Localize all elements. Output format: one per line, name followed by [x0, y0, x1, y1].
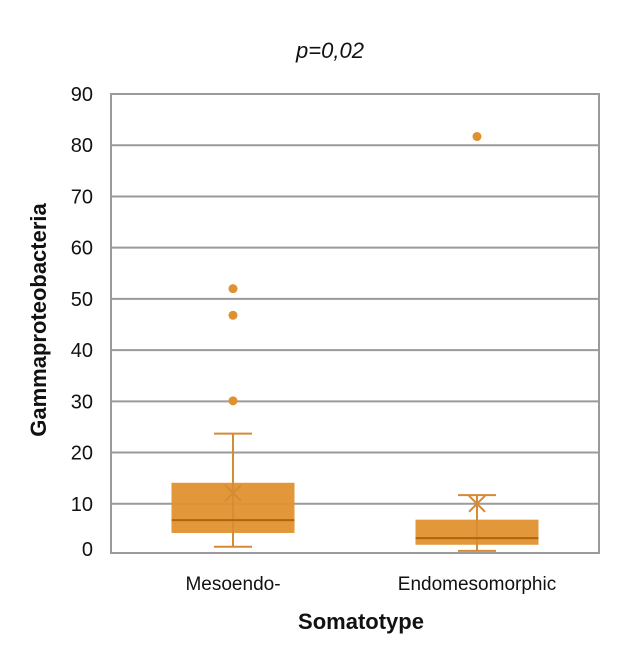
y-tick-label: 0: [82, 539, 93, 561]
x-axis-label: Somatotype: [298, 609, 424, 634]
y-tick-label: 60: [71, 238, 93, 260]
outlier-point: [228, 310, 238, 320]
y-tick-label: 40: [71, 340, 93, 362]
mean-marker: [468, 495, 486, 513]
plot-area-border: [110, 93, 600, 554]
y-tick-label: 90: [71, 84, 93, 106]
category-label: Endomesomorphic: [398, 574, 556, 595]
category-label: Mesoendo-: [185, 574, 280, 595]
y-tick-label: 10: [71, 494, 93, 516]
x-tick-labels: Mesoendo- Endomesomorphic: [185, 574, 556, 595]
gridlines: [110, 93, 600, 554]
y-tick-labels: 0 10 20 30 40 50 60 70 80 90: [71, 84, 93, 561]
y-axis-label: Gammaproteobacteria: [26, 202, 51, 436]
y-tick-label: 50: [71, 289, 93, 311]
y-tick-label: 20: [71, 443, 93, 465]
boxes: [171, 132, 539, 552]
outlier-point: [472, 132, 482, 142]
y-tick-label: 70: [71, 186, 93, 208]
outlier-point: [228, 396, 238, 406]
chart-title: p=0,02: [295, 38, 364, 63]
y-tick-label: 30: [71, 391, 93, 413]
y-tick-label: 80: [71, 135, 93, 157]
outlier-point: [228, 284, 238, 294]
mean-marker: [224, 484, 242, 502]
